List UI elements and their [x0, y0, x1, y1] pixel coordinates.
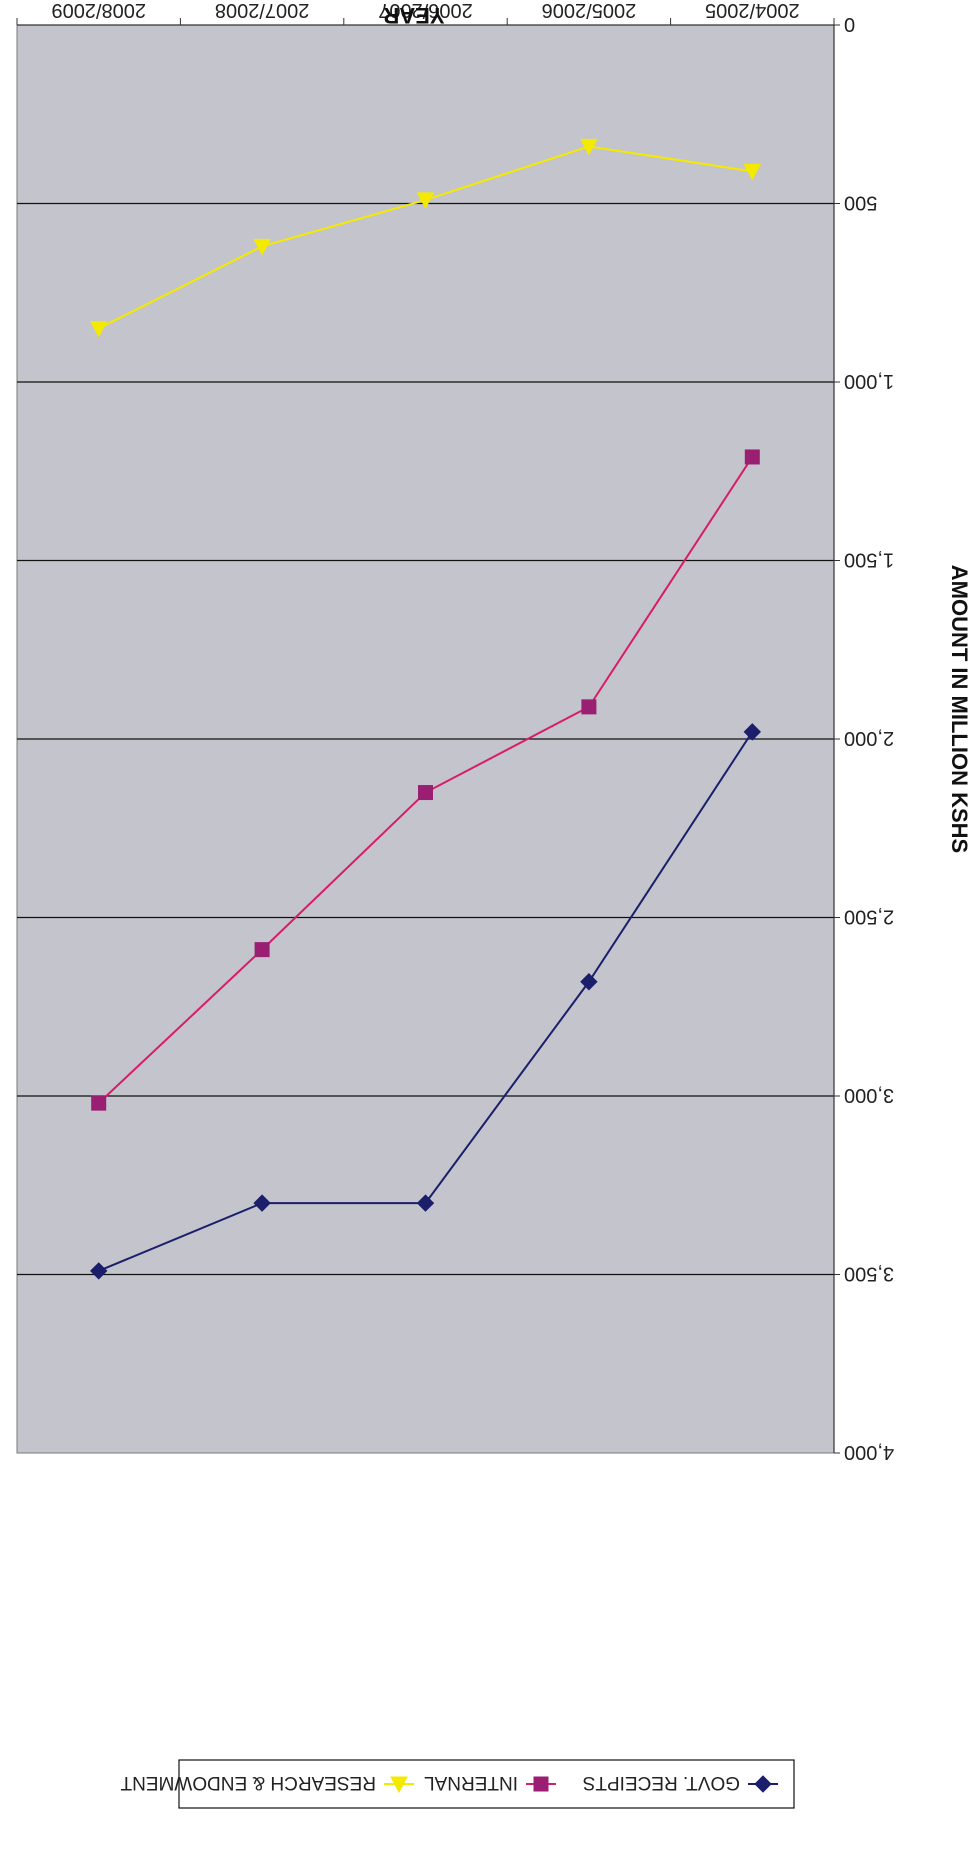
legend-label: GOVT. RECEIPTS	[583, 1772, 740, 1793]
y-axis-title: AMOUNT IN MILLION KSHS	[947, 565, 972, 853]
series-0	[89, 723, 762, 1280]
y-axis-tick-labels: 0 500 1,000 1,500 2,000 2,500 3,000 3,500 4,000	[834, 13, 894, 1463]
data-point	[743, 723, 762, 741]
y-tick-label: 3,500	[844, 1263, 894, 1285]
data-point	[91, 1095, 107, 1111]
data-point	[533, 1776, 549, 1792]
x-axis: 2004/2005 2005/2006 2006/2007 2007/2008 2008…	[16, 0, 835, 1453]
y-tick-label: 1,000	[844, 370, 894, 392]
y-tick-label: 0	[844, 13, 855, 35]
legend-item: RESEARCH & ENDOWMENT	[120, 1772, 414, 1794]
data-point	[89, 1262, 108, 1280]
x-axis-title: YEAR	[383, 3, 444, 28]
data-point	[418, 785, 433, 801]
y-tick-label: 3,000	[844, 1084, 894, 1106]
y-tick-label: 4,000	[844, 1441, 894, 1463]
legend: GOVT. RECEIPTS INTERNAL RESEARCH & ENDOWME…	[120, 1759, 795, 1809]
gridlines	[17, 202, 834, 1276]
data-point	[744, 449, 760, 465]
legend-item: INTERNAL	[424, 1772, 556, 1793]
y-tick-label: 2,000	[844, 727, 894, 749]
legend-label: RESEARCH & ENDOWMENT	[120, 1772, 376, 1793]
x-tick-label: 2006/2007	[378, 0, 473, 21]
data-point	[416, 192, 435, 209]
x-tick-label: 2008/2009	[51, 0, 146, 21]
data-point	[416, 1194, 435, 1212]
y-tick-label: 1,500	[844, 549, 894, 571]
chart-rotated-group: 05001,0001,5002,0002,5003,0003,5004,000 …	[16, 0, 972, 1809]
data-point	[581, 699, 597, 715]
data-point	[580, 973, 598, 991]
legend-label: INTERNAL	[424, 1772, 518, 1793]
data-point	[390, 1776, 408, 1794]
x-tick-label: 2005/2006	[542, 0, 637, 21]
data-point	[253, 238, 271, 256]
legend-box	[178, 1759, 795, 1809]
data-point	[253, 1194, 271, 1212]
x-tick-label: 2004/2005	[705, 0, 800, 21]
data-point	[254, 942, 270, 958]
data-point	[743, 163, 762, 181]
y-tick-label: 2,500	[844, 906, 894, 928]
series-1	[91, 449, 760, 1111]
legend-item: GOVT. RECEIPTS	[583, 1772, 778, 1793]
series-layer	[89, 138, 762, 1280]
series-2	[89, 138, 762, 338]
data-point	[580, 138, 598, 156]
data-point	[89, 320, 108, 338]
x-tick-label: 2007/2008	[215, 0, 310, 21]
y-tick-label: 500	[844, 192, 877, 214]
data-point	[754, 1775, 772, 1793]
